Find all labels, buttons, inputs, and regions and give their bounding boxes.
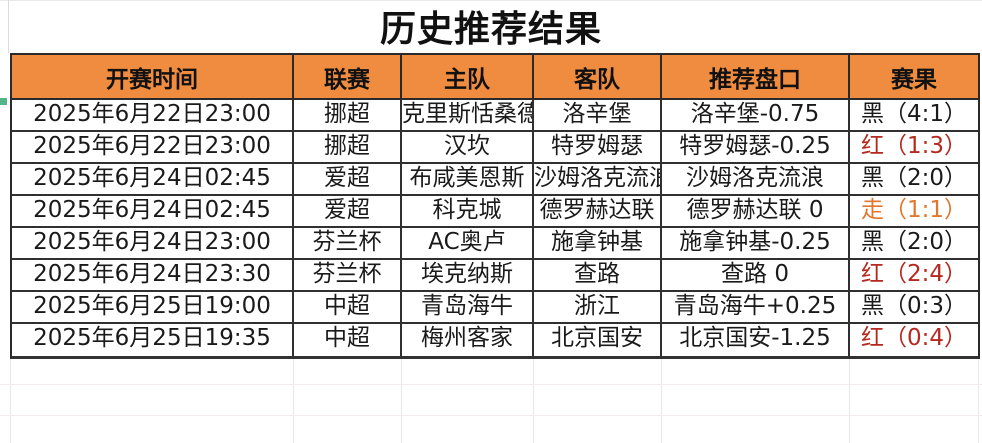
table-row: 2025年6月24日23:30 芬兰杯 埃克纳斯 查路 查路 0 红（2:4） [12, 260, 978, 292]
cell-home[interactable]: 科克城 [402, 196, 534, 228]
cell-league[interactable]: 芬兰杯 [294, 260, 402, 292]
cell-home[interactable]: 汉坎 [402, 132, 534, 164]
header-away-team[interactable]: 客队 [534, 55, 662, 100]
cell-handicap[interactable]: 特罗姆瑟-0.25 [662, 132, 850, 164]
header-handicap[interactable]: 推荐盘口 [662, 55, 850, 100]
cell-league[interactable]: 挪超 [294, 100, 402, 132]
cell-league[interactable]: 爱超 [294, 196, 402, 228]
cell-result[interactable]: 黑（4:1） [850, 100, 978, 132]
cell-away[interactable]: 沙姆洛克流浪 [534, 164, 662, 196]
cell-result[interactable]: 黑（0:3） [850, 292, 978, 324]
cell-result[interactable]: 红（0:4） [860, 325, 967, 351]
cell-result[interactable]: 黑（2:0） [850, 164, 978, 196]
table-row: 2025年6月25日19:35 中超 梅州客家 北京国安 北京国安-1.25 红… [12, 324, 978, 356]
cell-handicap[interactable]: 洛辛堡-0.75 [662, 100, 850, 132]
table-row: 2025年6月24日02:45 爱超 科克城 德罗赫达联 德罗赫达联 0 走（1… [12, 196, 978, 228]
page-title: 历史推荐结果 [379, 9, 602, 50]
cell-handicap[interactable]: 德罗赫达联 0 [662, 196, 850, 228]
table-row: 2025年6月24日23:00 芬兰杯 AC奥卢 施拿钟基 施拿钟基-0.25 … [12, 228, 978, 260]
cell-handicap[interactable]: 施拿钟基-0.25 [662, 228, 850, 260]
header-result[interactable]: 赛果 [850, 55, 978, 100]
cell-handicap[interactable]: 青岛海牛+0.25 [662, 292, 850, 324]
cell-handicap[interactable]: 查路 0 [662, 260, 850, 292]
cell-home[interactable]: 布咸美恩斯 [402, 164, 534, 196]
header-home-team[interactable]: 主队 [402, 55, 534, 100]
cell-away[interactable]: 特罗姆瑟 [534, 132, 662, 164]
left-column-gridline [8, 0, 9, 53]
cell-time[interactable]: 2025年6月22日23:00 [12, 100, 294, 132]
cell-league[interactable]: 中超 [294, 292, 402, 324]
cell-league[interactable]: 芬兰杯 [294, 228, 402, 260]
results-table: 开赛时间 联赛 主队 客队 推荐盘口 赛果 2025年6月22日23:00 挪超… [10, 53, 980, 359]
cell-away[interactable]: 浙江 [534, 292, 662, 324]
cell-league[interactable]: 挪超 [294, 132, 402, 164]
empty-grid [0, 359, 982, 443]
cell-handicap[interactable]: 北京国安-1.25 [662, 324, 850, 356]
cell-time[interactable]: 2025年6月25日19:00 [12, 292, 294, 324]
cell-league[interactable]: 中超 [294, 324, 402, 356]
cell-result[interactable]: 走（1:1） [850, 196, 978, 228]
table-row: 2025年6月22日23:00 挪超 克里斯恬桑德 洛辛堡 洛辛堡-0.75 黑… [12, 100, 978, 132]
green-cell-marker [0, 98, 7, 105]
table-row: 2025年6月22日23:00 挪超 汉坎 特罗姆瑟 特罗姆瑟-0.25 红（1… [12, 132, 978, 164]
cell-home[interactable]: 梅州客家 [402, 324, 534, 356]
cell-home[interactable]: 埃克纳斯 [402, 260, 534, 292]
top-divider [0, 0, 982, 1]
cell-away[interactable]: 查路 [534, 260, 662, 292]
cell-away[interactable]: 施拿钟基 [534, 228, 662, 260]
cell-away[interactable]: 德罗赫达联 [534, 196, 662, 228]
cell-time[interactable]: 2025年6月24日02:45 [12, 196, 294, 228]
table-row: 2025年6月24日02:45 爱超 布咸美恩斯 沙姆洛克流浪 沙姆洛克流浪 黑… [12, 164, 978, 196]
header-start-time[interactable]: 开赛时间 [12, 55, 294, 100]
cell-time[interactable]: 2025年6月24日23:00 [12, 228, 294, 260]
header-league[interactable]: 联赛 [294, 55, 402, 100]
cell-league[interactable]: 爱超 [294, 164, 402, 196]
cell-result[interactable]: 红（1:3） [850, 132, 978, 164]
cell-time[interactable]: 2025年6月24日02:45 [12, 164, 294, 196]
cell-handicap[interactable]: 沙姆洛克流浪 [662, 164, 850, 196]
cell-time[interactable]: 2025年6月22日23:00 [12, 132, 294, 164]
cell-away[interactable]: 北京国安 [534, 324, 662, 356]
cell-time[interactable]: 2025年6月24日23:30 [12, 260, 294, 292]
cell-home[interactable]: 青岛海牛 [402, 292, 534, 324]
cell-home[interactable]: 克里斯恬桑德 [402, 100, 534, 132]
cell-time[interactable]: 2025年6月25日19:35 [12, 324, 294, 356]
cell-result[interactable]: 红（2:4） [850, 260, 978, 292]
cell-result[interactable]: 黑（2:0） [850, 228, 978, 260]
table-row: 2025年6月25日19:00 中超 青岛海牛 浙江 青岛海牛+0.25 黑（0… [12, 292, 978, 324]
cell-away[interactable]: 洛辛堡 [534, 100, 662, 132]
cell-home[interactable]: AC奥卢 [402, 228, 534, 260]
table-header-row: 开赛时间 联赛 主队 客队 推荐盘口 赛果 [12, 55, 978, 100]
